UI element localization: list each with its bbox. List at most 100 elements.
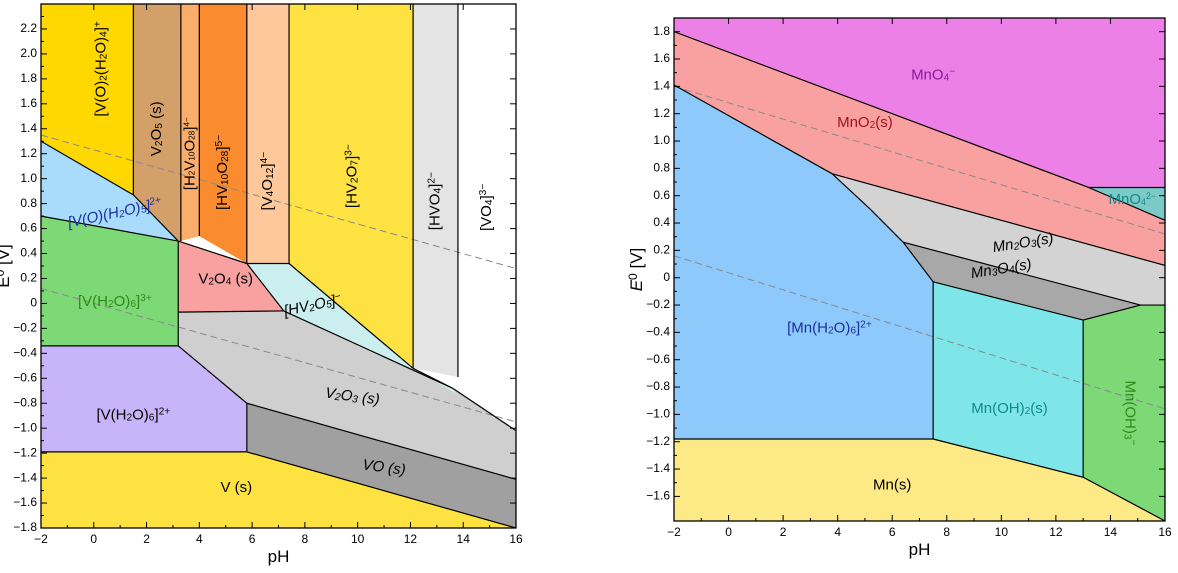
- phase-boundary: [832, 173, 1165, 266]
- y-tick-label: 0.8: [20, 196, 37, 210]
- region-v2o4-s: [178, 241, 284, 313]
- y-tick-label: −0.6: [646, 352, 670, 366]
- region-vo4-3: [452, 4, 516, 431]
- label-v4o12-4: [V4O12]4−: [259, 152, 277, 211]
- label-mno4: MnO4−: [911, 66, 955, 84]
- label-v-o-2-h2o-4: [V(O)2(H2O)4]+: [93, 21, 111, 117]
- y-axis-label: E0 [V]: [0, 244, 13, 288]
- region-hv2o5: [246, 263, 456, 394]
- label-v-h2o-6-3: [V(H2O)6]3+: [78, 293, 152, 311]
- region-hv10o28-5: [199, 4, 247, 264]
- label-mn-oh-2-s: Mn(OH)2(s): [971, 400, 1047, 418]
- water-stability-line: [41, 287, 516, 423]
- phase-boundary: [246, 402, 516, 480]
- region-mn-oh-3: [1083, 305, 1165, 521]
- x-tick-label: 2: [143, 532, 150, 546]
- region-mn-oh-2-s: [933, 281, 1084, 478]
- region-v-h2o-6-3: [41, 216, 179, 346]
- label-hv2o5: [HV2O5]−: [281, 291, 343, 321]
- phase-boundary: [869, 208, 904, 243]
- x-tick-label: 8: [302, 532, 309, 546]
- y-tick-label: −0.2: [13, 321, 37, 335]
- y-tick-label: 1.6: [653, 51, 670, 65]
- phase-boundary: [831, 173, 871, 210]
- x-tick-label: 6: [249, 532, 256, 546]
- y-tick-label: −0.4: [13, 346, 37, 360]
- label-mn-oh-3: Mn(OH)3−: [1121, 381, 1139, 446]
- y-tick-label: 1.6: [20, 96, 37, 110]
- x-tick-label: 16: [509, 532, 523, 546]
- x-tick-label: −2: [34, 532, 48, 546]
- phase-boundary: [1083, 304, 1141, 321]
- phase-boundary: [132, 194, 179, 242]
- y-tick-label: 0.4: [20, 246, 37, 260]
- region-v-o-h2o-5-2: [41, 141, 179, 241]
- y-tick-label: 0.6: [20, 221, 37, 235]
- x-tick-label: 6: [889, 525, 896, 539]
- water-stability-line: [674, 85, 1165, 235]
- y-axis-label: E0 [V]: [626, 248, 646, 292]
- label-vo-s: VO (s): [362, 456, 407, 479]
- region-v4o12-4: [246, 4, 290, 264]
- y-tick-label: 1.8: [20, 71, 37, 85]
- y-tick-label: 2.0: [20, 46, 37, 60]
- region-v2o5-s: [133, 4, 181, 241]
- label-mn-s: Mn(s): [873, 476, 911, 493]
- label-v2o4-s: V2O4 (s): [198, 271, 253, 289]
- y-tick-label: 0.2: [653, 243, 670, 257]
- label-mn2o3-s: Mn2O3(s): [991, 230, 1054, 257]
- x-axis-label: pH: [909, 540, 931, 559]
- y-tick-label: −1.2: [13, 445, 37, 459]
- phase-boundary: [932, 281, 1084, 321]
- label-mn3o4-s: Mn3O4(s): [970, 256, 1033, 283]
- y-tick-label: 1.0: [20, 171, 37, 185]
- region-v-s: [41, 451, 516, 528]
- manganese-pourbaix-diagram: Mn(s) [Mn(H2O)6]2+ Mn(OH)2(s) Mn(OH)3− Mn3O4…: [626, 17, 1172, 559]
- region-hvo4-2: [413, 4, 458, 377]
- phase-boundary: [674, 31, 1089, 189]
- x-tick-label: 0: [725, 525, 732, 539]
- x-tick-label: −2: [667, 525, 681, 539]
- phase-boundary: [288, 263, 414, 369]
- label-h2v10o28-4: [H2V10O28]4−: [182, 117, 199, 190]
- x-tick-label: 10: [351, 532, 365, 546]
- plot-area: Mn(s) [Mn(H2O)6]2+ Mn(OH)2(s) Mn(OH)3− Mn3O4…: [674, 18, 1165, 521]
- x-tick-label: 10: [995, 525, 1009, 539]
- region-v-o-2-h2o-4: [41, 4, 134, 195]
- x-tick-label: 0: [90, 532, 97, 546]
- label-mn-h2o-6-2: [Mn(H2O)6]2+: [787, 319, 872, 337]
- x-tick-label: 16: [1158, 525, 1172, 539]
- phase-boundary: [412, 367, 453, 389]
- region-h2v10o28-4: [180, 4, 200, 241]
- y-tick-label: 1.8: [653, 24, 670, 38]
- region-mno4: [674, 18, 1165, 188]
- water-stability-line: [41, 134, 516, 269]
- vanadium-pourbaix-diagram: V (s) [V(H2O)6]2+ VO (s) V2O3 (s) [V(H2O)6]3…: [0, 3, 523, 566]
- region-mn-h2o-6-2: [674, 85, 934, 439]
- y-tick-label: −0.6: [13, 370, 37, 384]
- phase-boundary: [41, 215, 179, 242]
- x-tick-label: 4: [834, 525, 841, 539]
- label-hv10o28-5: [HV10O28]5−: [214, 135, 232, 210]
- y-tick-label: 0.8: [653, 161, 670, 175]
- y-tick-label: −1.6: [13, 495, 37, 509]
- y-tick-label: 0.2: [20, 271, 37, 285]
- y-tick-label: −0.4: [646, 325, 670, 339]
- x-tick-label: 4: [196, 532, 203, 546]
- y-tick-label: −1.6: [646, 489, 670, 503]
- x-axis-label: pH: [268, 547, 290, 566]
- region-mn-s: [674, 439, 1165, 521]
- phase-boundary: [932, 438, 1084, 478]
- x-tick-label: 12: [1049, 525, 1063, 539]
- y-tick-label: 0.6: [653, 188, 670, 202]
- label-hvo4-2: [HVO4]2−: [426, 172, 444, 230]
- y-tick-label: −0.2: [646, 297, 670, 311]
- label-hv2o7-3: [HV2O7]3−: [343, 144, 361, 208]
- y-tick-label: −0.8: [646, 379, 670, 393]
- label-v-h2o-6-2: [V(H2O)6]2+: [96, 407, 170, 425]
- x-tick-label: 12: [404, 532, 418, 546]
- phase-boundary: [41, 140, 134, 196]
- label-vo4-3: [VO4]3−: [478, 184, 496, 231]
- y-tick-label: 1.0: [653, 133, 670, 147]
